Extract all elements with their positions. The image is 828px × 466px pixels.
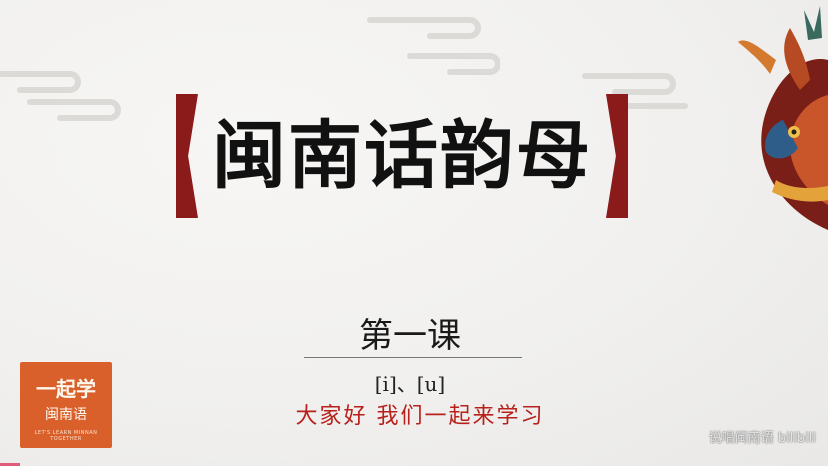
cloud-decoration-top [367, 17, 500, 75]
dragon-ornament-icon [738, 6, 828, 230]
watermark: 说唱闽南语 bilibili [708, 431, 816, 446]
right-bracket [606, 94, 628, 218]
slide-title: 闽南话韵母 [212, 113, 592, 199]
video-progress-bar[interactable] [0, 463, 20, 466]
left-bracket [176, 94, 198, 218]
logo-main-text: 一起学 [36, 377, 96, 401]
channel-logo: 一起学 闽南语 LET'S LEARN MINNAN TOGETHER [20, 362, 112, 448]
divider-line [304, 357, 522, 358]
title-block: 闽南话韵母 [176, 94, 628, 218]
greeting-text: 大家好 我们一起来学习 [295, 404, 545, 429]
lesson-label: 第一课 [359, 316, 461, 356]
logo-sub-text: 闽南语 [45, 407, 87, 423]
phonetic-symbols: [i]、[u] [374, 372, 446, 396]
cloud-decoration-left [0, 71, 121, 121]
logo-tagline: LET'S LEARN MINNAN TOGETHER [34, 430, 98, 442]
